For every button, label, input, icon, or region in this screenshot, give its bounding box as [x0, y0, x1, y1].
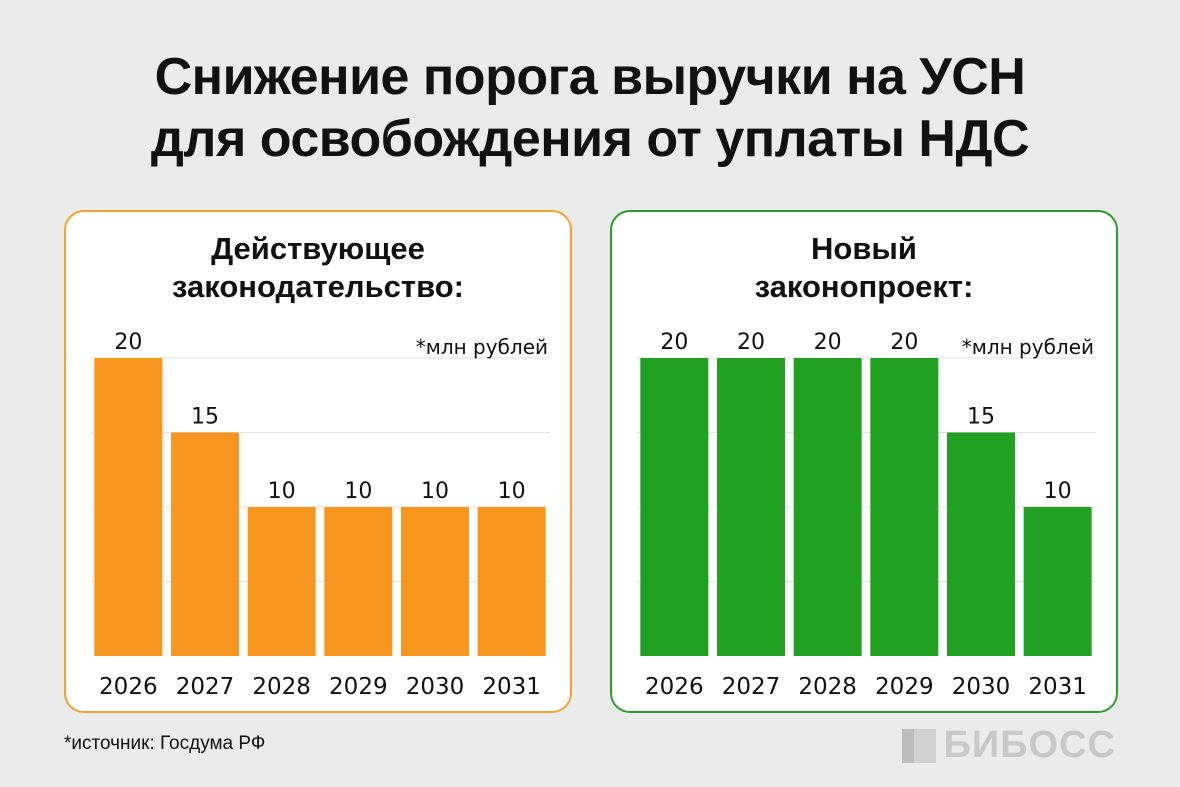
bar-2029	[324, 507, 393, 656]
x-tick-label-2030: 2030	[406, 674, 465, 700]
panel-title-line-1: Действующее	[211, 231, 425, 266]
bar-2028	[247, 507, 316, 656]
data-label-2029: 10	[344, 479, 372, 504]
logo: БИБОСС	[901, 724, 1116, 767]
x-tick-label-2031: 2031	[1028, 674, 1087, 700]
data-label-2026: 20	[114, 330, 142, 355]
x-tick-label-2029: 2029	[329, 674, 388, 700]
bar-2028	[793, 358, 862, 656]
data-label-2028: 20	[814, 330, 842, 355]
x-tick-label-2028: 2028	[798, 674, 857, 700]
data-label-2031: 10	[498, 479, 526, 504]
x-tick-label-2027: 2027	[722, 674, 781, 700]
bboss-logo-icon	[901, 728, 936, 763]
x-tick-label-2029: 2029	[875, 674, 934, 700]
bar-2029	[870, 358, 939, 656]
unit-note: *млн рублей	[962, 335, 1094, 359]
page-title-line-1: Снижение порога выручки на УСН	[154, 48, 1026, 106]
bar-2030	[947, 432, 1015, 656]
bar-2031	[477, 507, 546, 656]
current-law-panel: Действующее законодательство: *млн рубле…	[64, 210, 572, 713]
x-tick-label-2026: 2026	[99, 674, 158, 700]
new-bill-bar-chart: *млн рублей 20 2026 20 2027 20 2028 20 2029 15 203…	[636, 330, 1096, 700]
source-note: *источник: Госдума РФ	[64, 733, 266, 754]
x-tick-label-2031: 2031	[482, 674, 541, 700]
bar-2030	[401, 507, 469, 656]
unit-note: *млн рублей	[416, 335, 548, 359]
panel-title-line-2: законодательство:	[172, 269, 464, 304]
data-label-2028: 10	[268, 479, 296, 504]
bar-2026	[640, 358, 709, 656]
x-tick-label-2026: 2026	[645, 674, 704, 700]
panel-title-line-1: Новый	[811, 231, 917, 266]
panel-title-line-2: законопроект:	[754, 269, 974, 304]
data-label-2029: 20	[890, 330, 918, 355]
x-tick-label-2030: 2030	[952, 674, 1011, 700]
bar-2027	[717, 358, 785, 656]
data-label-2026: 20	[660, 330, 688, 355]
data-label-2031: 10	[1044, 479, 1072, 504]
x-tick-label-2028: 2028	[252, 674, 311, 700]
logo-text: БИБОСС	[943, 724, 1116, 766]
current-law-bar-chart: *млн рублей 20 2026 15 2027 10 2028 10 2029 10 203…	[90, 330, 550, 700]
bar-2026	[94, 358, 163, 656]
page-title: Снижение порога выручки на УСН для освоб…	[0, 46, 1180, 170]
data-label-2030: 15	[967, 405, 995, 430]
data-label-2027: 15	[191, 405, 219, 430]
new-bill-panel-title: Новый законопроект:	[612, 230, 1116, 306]
bar-2027	[171, 432, 239, 656]
new-bill-panel: Новый законопроект: *млн рублей 20 2026 20 2…	[610, 210, 1118, 713]
current-law-panel-title: Действующее законодательство:	[66, 230, 570, 306]
data-label-2030: 10	[421, 479, 449, 504]
x-tick-label-2027: 2027	[176, 674, 235, 700]
bar-2031	[1023, 507, 1092, 656]
data-label-2027: 20	[737, 330, 765, 355]
page-title-line-2: для освобождения от уплаты НДС	[150, 110, 1030, 168]
